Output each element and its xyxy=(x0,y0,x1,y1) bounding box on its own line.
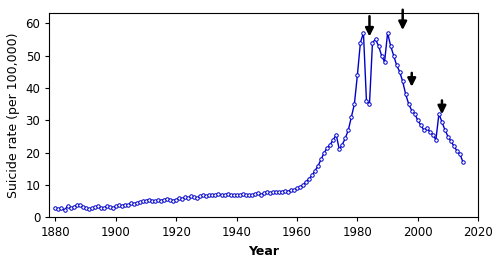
X-axis label: Year: Year xyxy=(248,245,280,258)
Y-axis label: Suicide rate (per 100,000): Suicide rate (per 100,000) xyxy=(7,33,20,198)
